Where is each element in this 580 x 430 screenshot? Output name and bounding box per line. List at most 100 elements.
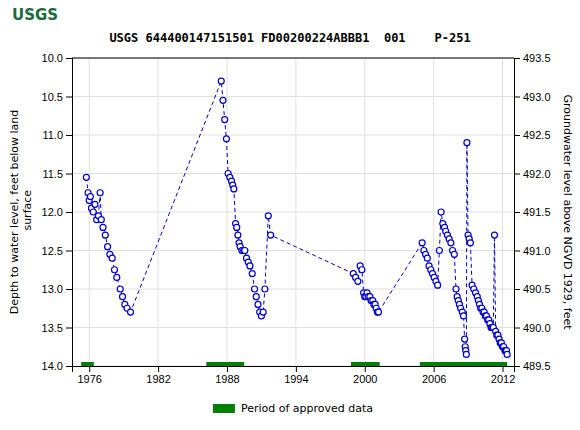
- tick-label: 493.5: [523, 52, 551, 64]
- tick: 492.5: [514, 129, 551, 141]
- tick-mark: [434, 366, 435, 372]
- tick-label: 1976: [77, 373, 101, 385]
- grid: [72, 58, 514, 366]
- tick-mark: [66, 328, 72, 329]
- marker: [109, 255, 115, 261]
- tick: 1982: [146, 366, 170, 385]
- tick-label: 489.5: [523, 360, 551, 372]
- marker: [117, 286, 123, 292]
- marker: [262, 286, 268, 292]
- tick-mark: [158, 366, 159, 372]
- marker: [231, 186, 237, 192]
- tick-label: 10.5: [42, 91, 63, 103]
- marker: [467, 240, 473, 246]
- approved-period: [81, 362, 94, 366]
- tick-mark: [514, 289, 520, 290]
- tick-mark: [365, 366, 366, 372]
- grid-line: [72, 135, 514, 136]
- chart: USGS USGS 644400147151501 FD00200224ABBB1…: [0, 0, 580, 430]
- approved-period: [351, 362, 380, 366]
- approved-period: [206, 362, 244, 366]
- tick-label: 492.0: [523, 168, 551, 180]
- tick-label: 490.5: [523, 283, 551, 295]
- tick-mark: [89, 366, 90, 372]
- tick-mark: [66, 251, 72, 252]
- tick: 10.5: [42, 91, 72, 103]
- tick: 2012: [491, 366, 515, 385]
- marker: [424, 255, 430, 261]
- tick: 489.5: [514, 360, 551, 372]
- marker: [448, 240, 454, 246]
- tick: 1994: [284, 366, 308, 385]
- marker: [220, 97, 226, 103]
- tick: 14.0: [42, 360, 72, 372]
- tick-mark: [514, 135, 520, 136]
- tick: 493.5: [514, 52, 551, 64]
- tick: 493.0: [514, 91, 551, 103]
- tick-mark: [514, 212, 520, 213]
- marker: [260, 309, 266, 315]
- grid-line: [72, 58, 514, 59]
- tick-label: 1994: [284, 373, 308, 385]
- marker: [111, 267, 117, 273]
- marker: [462, 336, 468, 342]
- grid-line: [72, 327, 514, 328]
- tick-mark: [227, 366, 228, 372]
- series-line: [86, 81, 507, 354]
- tick-label: 2006: [422, 373, 446, 385]
- marker: [223, 136, 229, 142]
- marker: [460, 313, 466, 319]
- markers: [83, 78, 510, 357]
- marker: [376, 309, 382, 315]
- tick-label: 11.0: [42, 129, 63, 141]
- axis-line: [66, 59, 73, 367]
- x-axis: 1976198219881994200020062012: [73, 366, 516, 385]
- marker: [87, 194, 93, 200]
- marker: [100, 224, 106, 230]
- grid-line: [72, 289, 514, 290]
- tick-label: 490.0: [523, 322, 551, 334]
- tick-mark: [66, 97, 72, 98]
- marker: [255, 301, 261, 307]
- annotation: USGS: [12, 6, 58, 24]
- y2-axis-title: Groundwater level above NGVD 1929, feet: [561, 94, 574, 330]
- marker: [98, 217, 104, 223]
- axis-line: [515, 59, 521, 367]
- tick-mark: [66, 289, 72, 290]
- marker: [105, 244, 111, 250]
- tick-label: 1982: [146, 373, 170, 385]
- y-axis-title: Depth to water level, feet below land su…: [8, 110, 34, 315]
- y-axis: 10.010.511.011.512.012.513.013.514.0: [42, 52, 73, 372]
- title: USGS 644400147151501 FD00200224ABBB1 001…: [109, 31, 470, 45]
- tick-label: 2000: [353, 373, 377, 385]
- marker: [234, 224, 240, 230]
- marker: [218, 78, 224, 84]
- tick: 2006: [422, 366, 446, 385]
- legend: Period of approved data: [213, 402, 373, 415]
- marker: [92, 201, 98, 207]
- marker: [247, 263, 253, 269]
- marker: [436, 248, 442, 254]
- tick: 490.0: [514, 322, 551, 334]
- tick: 12.0: [42, 206, 72, 218]
- legend-swatch: [213, 404, 235, 413]
- marker: [451, 251, 457, 257]
- axis-line: [73, 367, 515, 373]
- grid-line: [72, 173, 514, 174]
- marker: [235, 232, 241, 238]
- tick-label: 13.5: [42, 322, 63, 334]
- tick-mark: [514, 58, 520, 59]
- tick-label: 13.0: [42, 283, 63, 295]
- tick: 1976: [77, 366, 101, 385]
- marker: [222, 117, 228, 123]
- plot-frame: [72, 58, 514, 59]
- marker: [464, 140, 470, 146]
- tick: 13.0: [42, 283, 72, 295]
- tick-mark: [66, 135, 72, 136]
- marker: [355, 278, 361, 284]
- legend-item: Period of approved data: [213, 402, 373, 415]
- tick-label: 491.0: [523, 245, 551, 257]
- grid-line: [72, 96, 514, 97]
- marker: [128, 309, 134, 315]
- marker: [83, 174, 89, 180]
